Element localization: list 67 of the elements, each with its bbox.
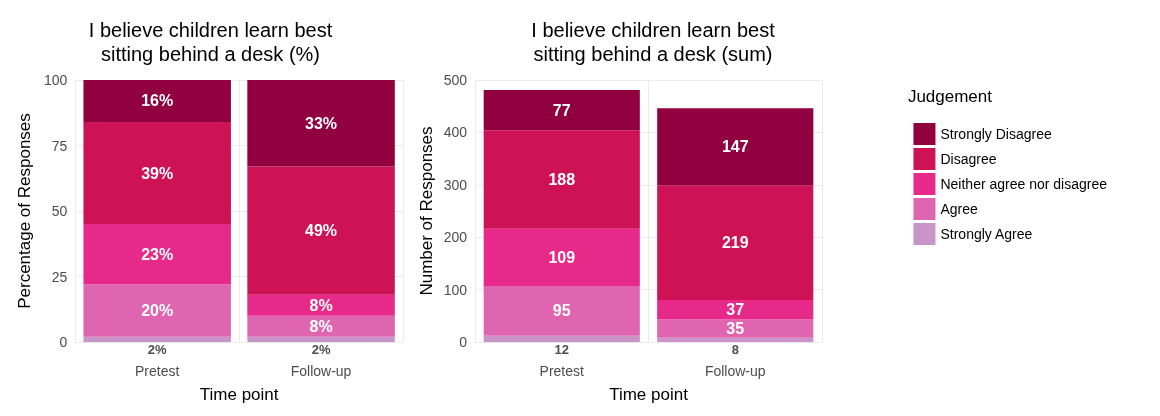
data-label: 16% [141,92,174,110]
data-label: 77 [552,101,571,119]
bar [657,337,814,342]
legend-label: Strongly Disagree [940,126,1052,142]
bar [83,121,231,225]
bar [247,315,395,337]
bar [83,224,231,285]
bar [247,294,395,316]
x-axis-title: Time point [199,385,279,404]
data-label: 219 [721,234,749,252]
y-tick-label: 50 [51,203,68,219]
data-label: 2% [147,342,168,357]
chart-title: I believe children learn best sitting behind a desk (sum) [531,19,776,65]
y-tick-label: 200 [443,229,468,246]
data-label: 188 [548,171,576,189]
y-tick-label: 100 [443,281,468,298]
data-label: 95 [552,302,571,320]
data-label: 39% [141,164,174,182]
legend-label: Strongly Agree [940,226,1033,242]
bar [483,335,640,342]
data-label: 33% [305,114,338,132]
y-tick-label: 0 [459,334,468,350]
legend-label: Disagree [940,151,997,167]
data-label: 8% [309,317,333,335]
data-label: 109 [548,248,576,266]
y-tick-label: 25 [51,268,68,285]
chart-title: I believe children learn best sitting behind a desk (%) [88,19,333,65]
y-tick-label: 400 [443,124,468,141]
bar [83,336,231,342]
data-label: 20% [141,302,174,320]
bar [83,284,231,337]
bar [247,336,395,342]
bar [483,130,640,229]
legend-label: Neither agree nor disagree [940,176,1108,192]
x-tick-label: Pretest [135,363,180,379]
y-tick-label: 300 [443,176,468,193]
data-label: 8% [309,296,333,314]
bar [657,108,814,186]
y-axis-title: Percentage of Responses [15,113,34,309]
bar [657,319,814,338]
y-axis-title: Number of Responses [417,126,436,296]
x-tick-label: Follow-up [704,363,766,379]
data-label: 35 [726,320,745,338]
y-tick-label: 500 [443,72,468,88]
legend-label: Agree [940,201,979,217]
bar [657,185,814,301]
y-tick-label: 0 [59,334,68,350]
y-tick-label: 75 [51,137,68,154]
y-tick-label: 100 [43,72,68,88]
bar [483,285,640,336]
bar [83,80,231,122]
data-label: 147 [721,138,749,156]
x-axis-title: Time point [609,385,689,404]
data-label: 37 [726,301,745,319]
data-label: 8 [731,342,739,357]
bar [247,166,395,295]
bar [657,300,814,320]
x-tick-label: Follow-up [290,363,352,379]
x-tick-label: Pretest [539,363,585,379]
data-label: 49% [305,222,338,240]
bar [483,89,640,131]
legend-title: Judgement [907,87,993,106]
bar [483,228,640,286]
bar [247,80,395,167]
data-label: 2% [311,342,331,357]
data-label: 12 [554,342,569,357]
data-label: 23% [141,245,174,263]
